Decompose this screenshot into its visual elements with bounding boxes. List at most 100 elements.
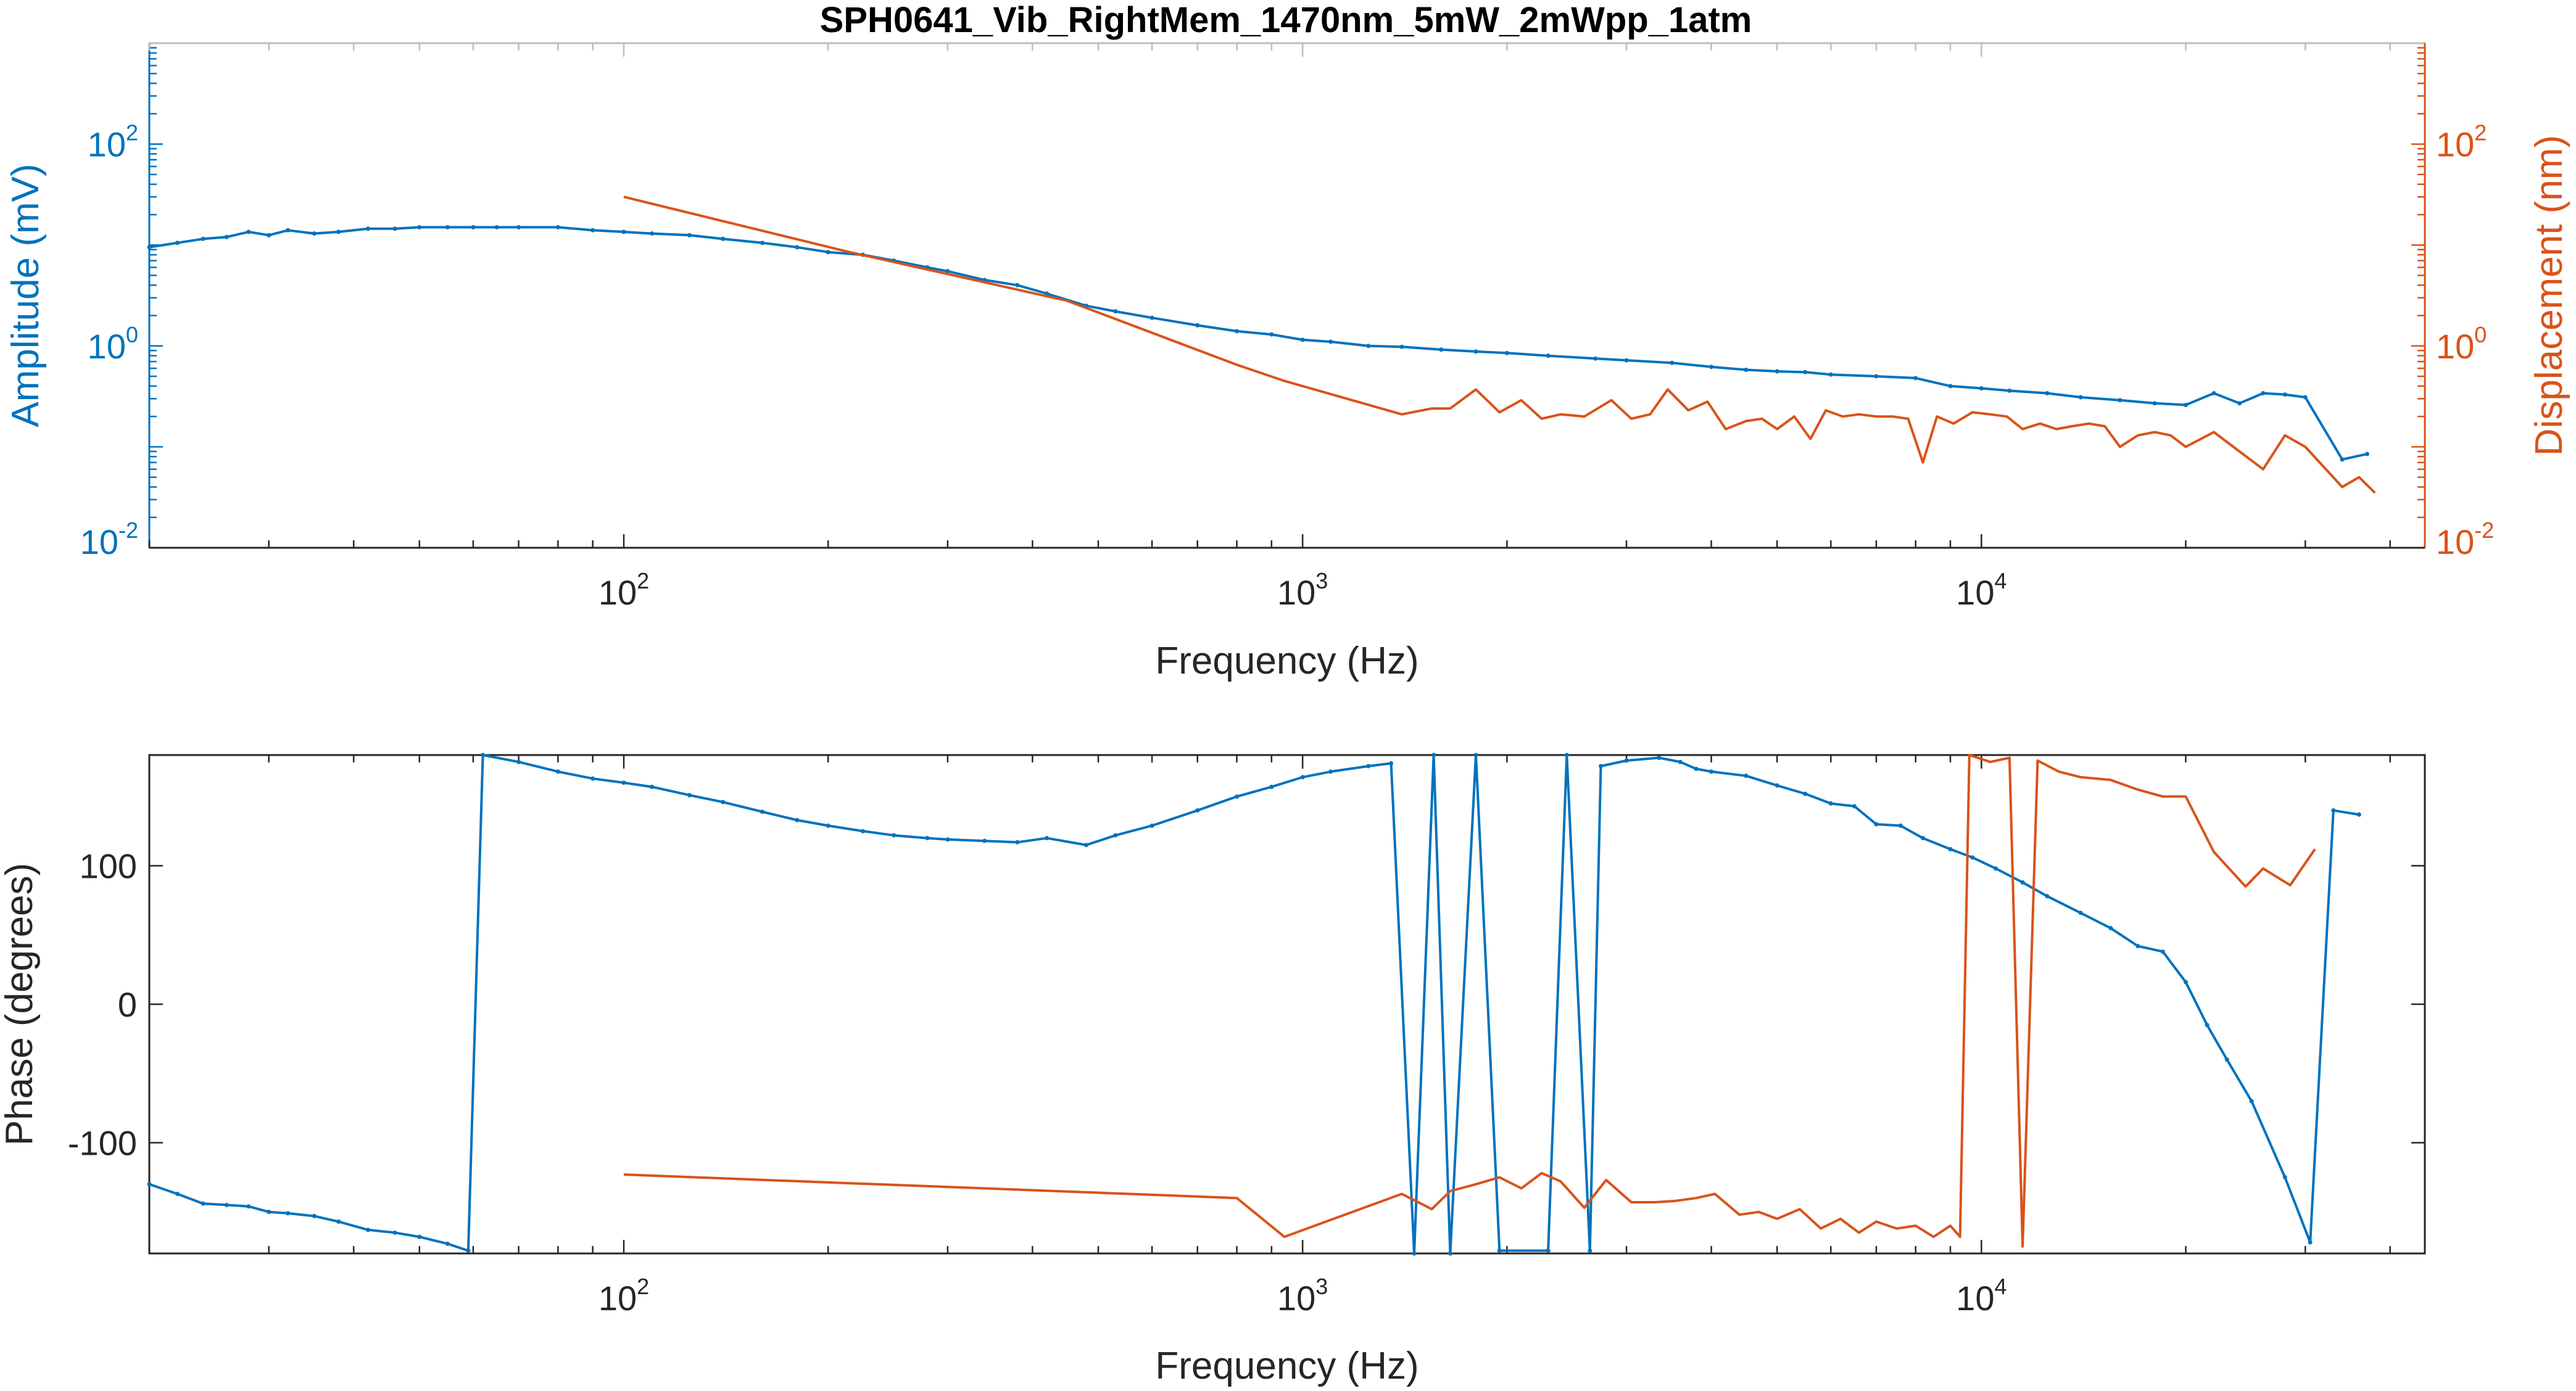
amplitude-data-point [2211, 390, 2216, 395]
amplitude-data-point [494, 225, 499, 229]
amplitude-data-point [721, 236, 726, 241]
phase-plot-box [148, 754, 2426, 1255]
phase-data-point [1235, 794, 1240, 799]
amplitude-data-point [1913, 376, 1918, 381]
amplitude-data-point [1504, 350, 1509, 355]
phase-data-point [445, 1241, 450, 1246]
phase-data-point [2184, 980, 2189, 984]
amplitude-data-point [417, 225, 422, 229]
amplitude-data-point [1828, 372, 1833, 377]
amplitude-data-point [1874, 374, 1879, 379]
amplitude-data-point [336, 229, 341, 234]
amplitude-data-point [1015, 283, 1020, 287]
phase-data-point [1497, 1249, 1502, 1253]
phase-data-point [1447, 1251, 1452, 1256]
phase-data-point [1775, 783, 1779, 788]
phase-data-point [1852, 804, 1857, 809]
amplitude-data-point [1399, 344, 1404, 349]
amplitude-data-point [392, 226, 397, 231]
amplitude-data-point [1366, 344, 1371, 349]
phase-data-point [2135, 944, 2140, 949]
amplitude-data-point [555, 225, 560, 229]
amplitude-data-point [175, 241, 180, 246]
amplitude-data-point [1948, 384, 1953, 389]
phase-data-point [1657, 755, 1662, 760]
phase-panel: -100 0 100 102 103 104 Frequency (Hz) Phase … [0, 753, 2426, 1387]
amplitude-data-point [2118, 398, 2123, 403]
amplitude-y-tick-label: 102 [88, 120, 138, 164]
amplitude-data-point [1744, 368, 1749, 373]
amplitude-data-point [2152, 401, 2157, 406]
amplitude-data-point [1546, 353, 1551, 358]
amplitude-data-point [1300, 337, 1305, 342]
phase-data-point [224, 1202, 229, 1207]
amplitude-xlabel: Frequency (Hz) [1155, 640, 1418, 682]
phase-series [147, 753, 2361, 1256]
amplitude-data-point [1593, 356, 1598, 361]
phase-data-point [1389, 761, 1394, 766]
amplitude-data-point [1624, 358, 1629, 363]
amplitude-x-tick-label: 104 [1956, 568, 2007, 612]
amplitude-data-point [1235, 329, 1240, 334]
amplitude-data-point [621, 229, 626, 234]
amplitude-data-point [1979, 386, 1984, 391]
amplitude-x-tick-label: 102 [598, 568, 649, 612]
phase-data-point [2160, 949, 2165, 954]
amplitude-data-point [267, 233, 271, 237]
phase-data-point [1874, 822, 1879, 827]
amplitude-y-tick-label: 100 [88, 322, 138, 366]
phase-data-point [1113, 833, 1118, 838]
phase-data-point [286, 1211, 291, 1216]
phase-data-point [392, 1230, 397, 1235]
amplitude-data-point [1775, 369, 1779, 374]
phase-data-point [945, 837, 950, 842]
amplitude-data-point [516, 225, 521, 229]
phase-x-axis: 102 103 104 [148, 755, 2391, 1318]
phase-data-point [2205, 1023, 2209, 1028]
amplitude-data-point [1149, 315, 1154, 320]
phase-data-point [1803, 791, 1808, 796]
amplitude-data-point [2078, 395, 2083, 400]
amplitude-data-point [365, 226, 370, 231]
amplitude-data-point [312, 231, 317, 236]
phase-data-point [687, 793, 692, 798]
amplitude-data-point [1670, 360, 1675, 365]
phase-data-point [1828, 801, 1833, 806]
amplitude-data-point [760, 241, 765, 246]
amplitude-data-point [224, 234, 229, 239]
phase-data-point [1970, 855, 1975, 860]
amplitude-data-point [1045, 291, 1050, 296]
amplitude-data-point [2261, 390, 2266, 395]
phase-y-tick-label: -100 [68, 1123, 137, 1162]
amplitude-data-point [2007, 388, 2012, 393]
amplitude-x-tick-label: 103 [1277, 568, 1328, 612]
phase-data-point [147, 1182, 152, 1187]
amplitude-data-point [590, 228, 595, 233]
phase-ylabel: Phase (degrees) [0, 863, 41, 1145]
amplitude-left-axis: 10-2 100 102 [80, 43, 163, 561]
phase-data-point [1300, 775, 1305, 780]
amplitude-data-point [1113, 309, 1118, 314]
phase-data-point [2282, 1175, 2287, 1180]
amplitude-data-point [687, 233, 692, 237]
amplitude-data-point [1328, 339, 1333, 344]
amplitude-data-point [246, 229, 251, 234]
phase-y-tick-label: 0 [118, 985, 137, 1024]
amplitude-data-point [2045, 390, 2050, 395]
amplitude-data-point [945, 269, 950, 274]
phase-y-axis: -100 0 100 [68, 847, 2425, 1162]
amplitude-data-point [2340, 457, 2345, 462]
phase-data-point [1412, 1251, 1417, 1256]
phase-data-point [1269, 785, 1274, 790]
displacement-right-axis: 10-2 100 102 [2411, 43, 2494, 561]
amplitude-data-point [1439, 347, 1444, 352]
phase-data-point [925, 836, 930, 841]
amplitude-data-point [1803, 369, 1808, 374]
amplitude-data-point [445, 225, 450, 229]
amplitude-series [147, 196, 2376, 494]
phase-data-point [1015, 840, 1020, 844]
phase-data-point [365, 1228, 370, 1232]
phase-data-point [516, 759, 521, 764]
amplitude-data-point [2364, 452, 2369, 456]
phase-data-point [892, 833, 897, 838]
